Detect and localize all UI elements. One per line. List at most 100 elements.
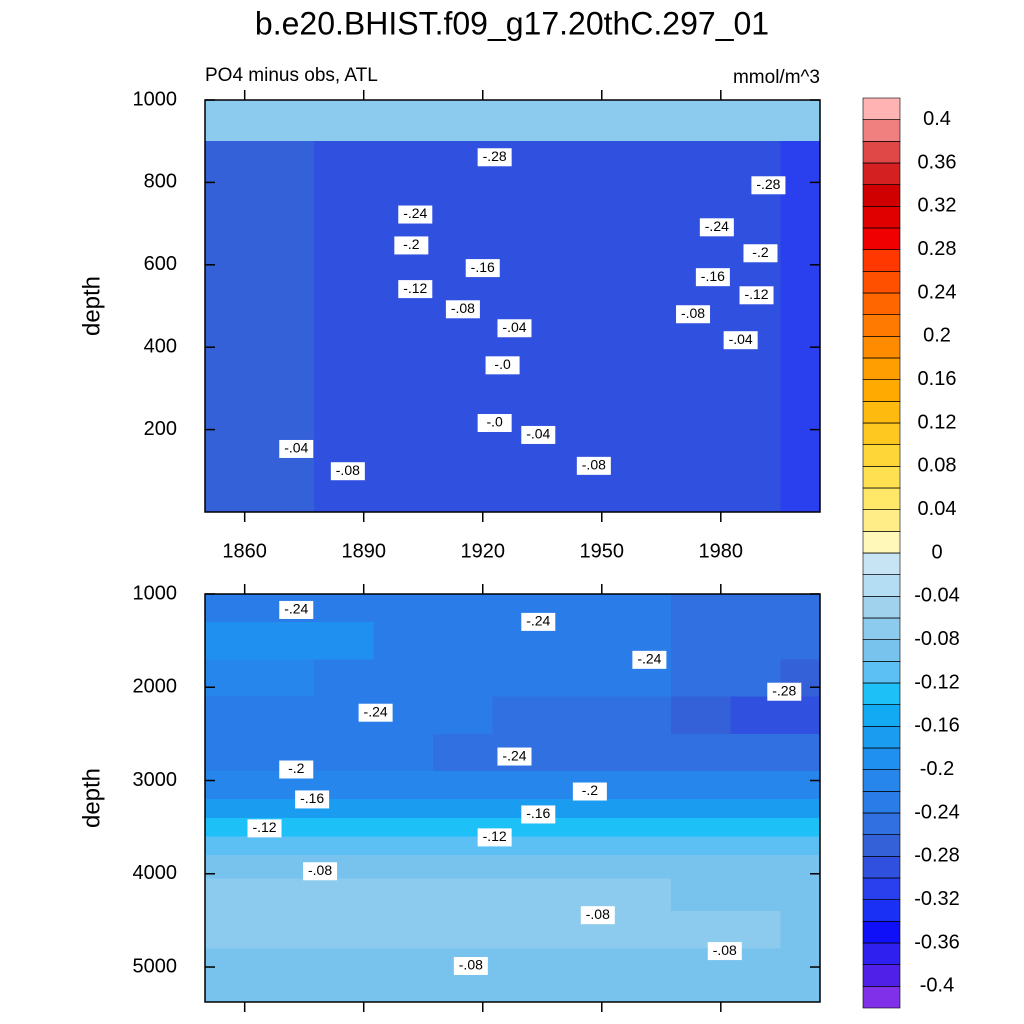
- colorbar-box: [862, 682, 901, 705]
- contour-cell: [671, 733, 732, 772]
- contour-cell: [373, 799, 434, 819]
- contour-cell: [611, 878, 672, 912]
- contour-label: -.28: [483, 148, 507, 164]
- contour-label-bg: [676, 305, 711, 324]
- contour-cell: [611, 817, 672, 837]
- contour-label-bg: [279, 439, 314, 458]
- colorbar-box: [862, 726, 901, 749]
- contour-label: -.08: [308, 862, 332, 878]
- contour-cell: [254, 621, 315, 660]
- contour-label: -.2: [403, 236, 420, 252]
- contour-cell: [433, 799, 494, 819]
- contour-label-bg: [485, 356, 520, 375]
- contour-cell: [314, 141, 375, 513]
- contour-label-bg: [445, 300, 480, 319]
- colorbar-box: [862, 466, 901, 489]
- y-tick-label: 600: [144, 253, 177, 275]
- contour-cell: [433, 696, 494, 735]
- contour-cell: [314, 948, 375, 982]
- contour-cell: [671, 141, 732, 513]
- contour-cell: [373, 594, 434, 623]
- contour-cell: [433, 141, 494, 513]
- contour-cell: [671, 771, 732, 800]
- colorbar-label: -0.24: [914, 801, 960, 823]
- colorbar-label: 0.4: [923, 108, 951, 130]
- contour-cell: [205, 771, 256, 800]
- colorbar-box: [862, 227, 901, 250]
- contour-label: -.04: [284, 440, 308, 456]
- contour-cell: [492, 911, 553, 949]
- colorbar-label: 0.2: [923, 325, 951, 347]
- chart-title: b.e20.BHIST.f09_g17.20thC.297_01: [255, 5, 769, 41]
- contour-cell: [205, 733, 256, 772]
- contour-cell: [730, 141, 781, 513]
- contour-label: -.2: [288, 760, 305, 776]
- y-tick-label: 2000: [133, 676, 178, 698]
- colorbar-box: [862, 184, 901, 207]
- contour-label-bg: [398, 280, 433, 299]
- contour-cell: [205, 696, 256, 735]
- contour-label: -.24: [637, 651, 661, 667]
- contour-cell: [611, 771, 672, 800]
- y-tick-label: 800: [144, 171, 177, 193]
- contour-cell: [611, 836, 672, 856]
- contour-cell: [433, 911, 494, 949]
- contour-cell: [373, 771, 434, 800]
- colorbar-box: [862, 141, 901, 164]
- contour-cell: [314, 817, 375, 837]
- contour-cell: [373, 911, 434, 949]
- y-axis-label: depth: [78, 768, 105, 828]
- contour-cell: [730, 799, 781, 819]
- contour-label-bg: [767, 682, 802, 701]
- colorbar-box: [862, 531, 901, 554]
- contour-cell: [552, 696, 613, 735]
- colorbar-box: [862, 834, 901, 857]
- contour-cell: [611, 799, 672, 819]
- contour-cell: [314, 733, 375, 772]
- contour-cell: [780, 771, 821, 800]
- contour-cell: [780, 855, 821, 879]
- contour-label-bg: [453, 957, 488, 976]
- contour-cell: [611, 696, 672, 735]
- contour-label: -.24: [502, 747, 526, 763]
- contour-label-bg: [497, 319, 532, 338]
- colorbar-box: [862, 856, 901, 879]
- colorbar-box: [862, 487, 901, 510]
- contour-cell: [314, 836, 375, 856]
- contour-cell: [552, 141, 613, 513]
- colorbar-box: [862, 336, 901, 359]
- contour-label-bg: [477, 414, 512, 433]
- contour-label-bg: [739, 286, 774, 305]
- contour-label: -.24: [705, 218, 729, 234]
- colorbar-label: -0.16: [914, 715, 960, 737]
- contour-label: -.24: [284, 601, 308, 617]
- colorbar-label: 0.16: [918, 368, 957, 390]
- colorbar-box: [862, 964, 901, 987]
- colorbar-box: [862, 877, 901, 900]
- contour-cell: [611, 911, 672, 949]
- colorbar-box: [862, 661, 901, 684]
- contour-label-bg: [695, 268, 730, 287]
- contour-label: -.2: [752, 244, 769, 260]
- contour-label: -.08: [681, 305, 705, 321]
- contour-cell: [780, 878, 821, 912]
- contour-label-bg: [247, 819, 282, 838]
- contour-cell: [314, 878, 375, 912]
- y-tick-label: 1000: [133, 88, 178, 110]
- contour-cell: [373, 733, 434, 772]
- contour-cell: [780, 621, 821, 660]
- contour-label-bg: [279, 760, 314, 779]
- contour-cell: [373, 948, 434, 982]
- colorbar-label: -0.08: [914, 628, 960, 650]
- contour-cell: [552, 817, 613, 837]
- contour-label: -.12: [744, 286, 768, 302]
- contour-cell: [205, 817, 256, 837]
- contour-label: -.16: [701, 268, 725, 284]
- contour-label-bg: [295, 790, 330, 809]
- contour-cell: [205, 836, 256, 856]
- y-tick-label: 5000: [133, 955, 178, 977]
- colorbar-box: [862, 617, 901, 640]
- y-tick-label: 3000: [133, 769, 178, 791]
- contour-cell: [205, 594, 256, 623]
- contour-label-bg: [497, 747, 532, 766]
